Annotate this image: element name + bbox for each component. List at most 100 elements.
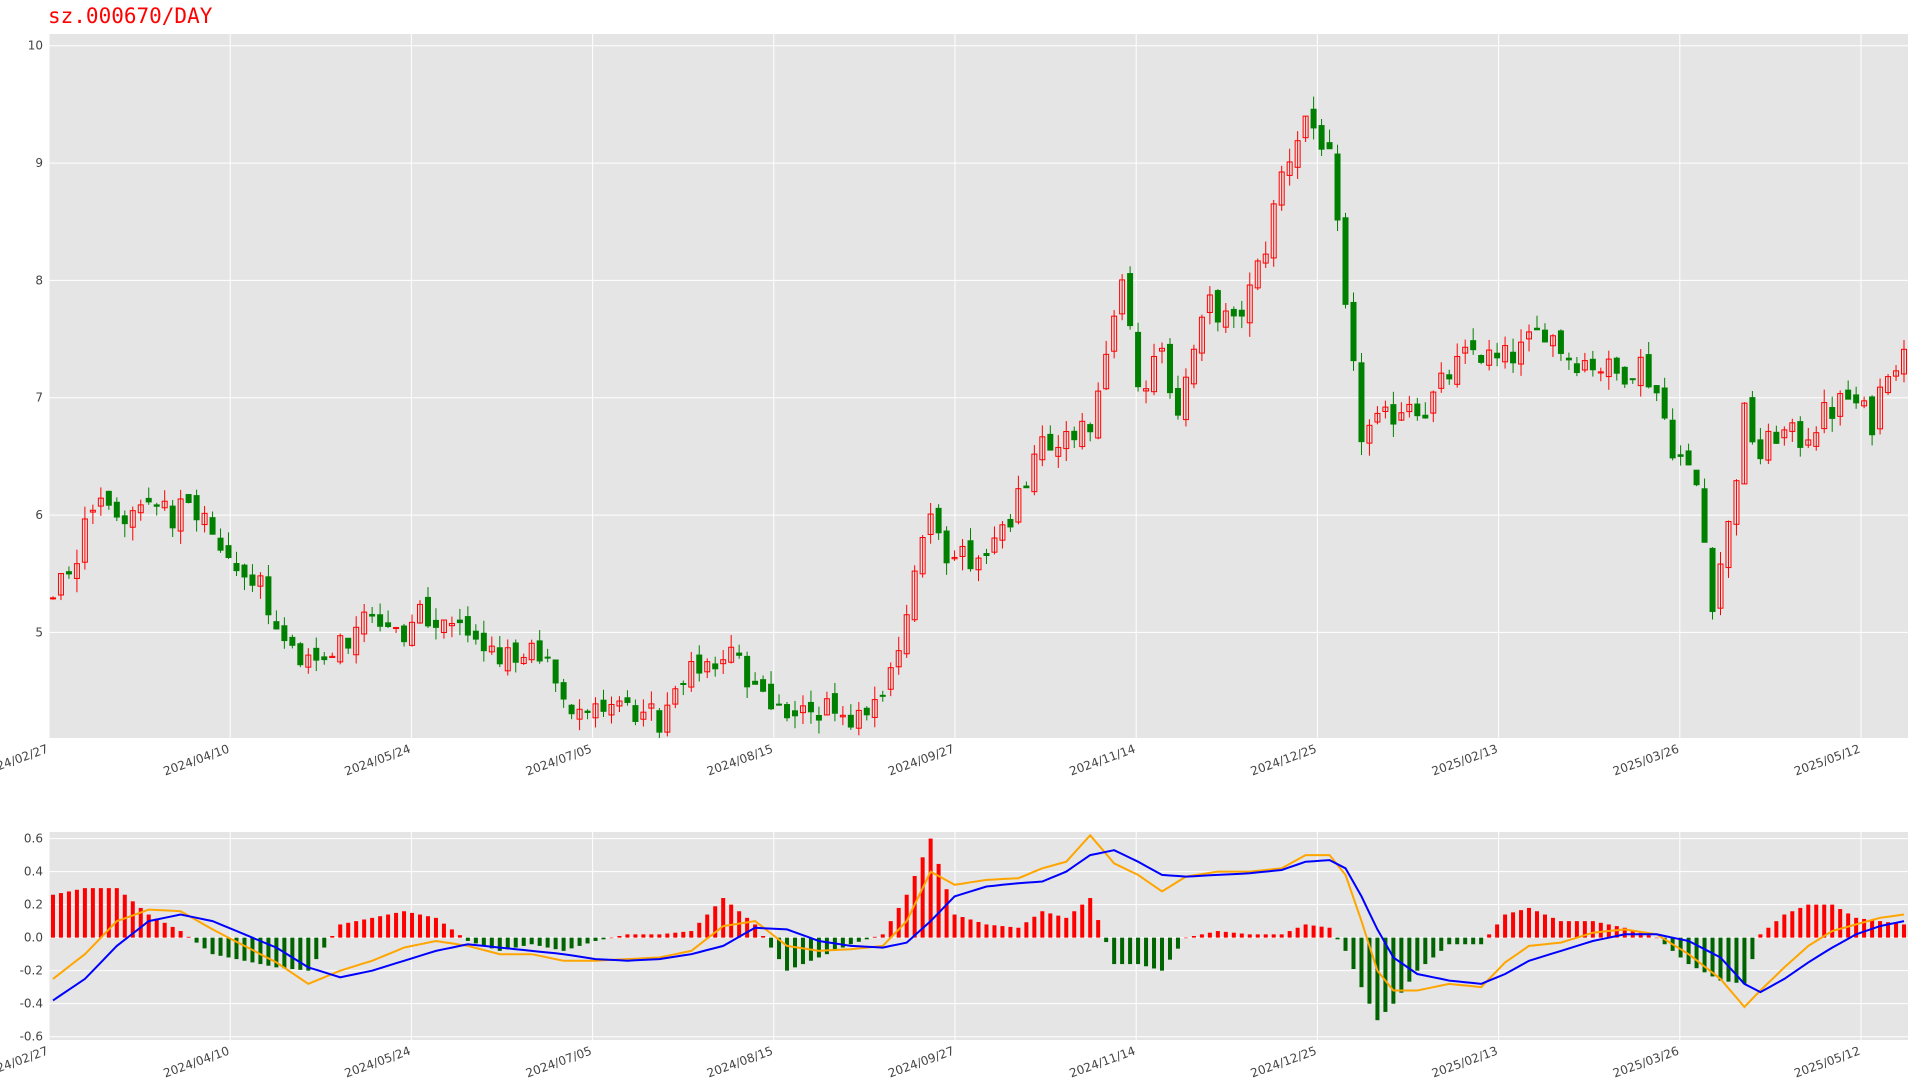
candle-body — [49, 597, 56, 600]
candle-body — [472, 630, 479, 640]
macd-histogram-bar — [402, 911, 407, 938]
candle-body — [528, 642, 535, 661]
candle-body — [799, 705, 806, 714]
candle-body — [1326, 142, 1333, 150]
candle-body — [720, 659, 727, 665]
macd-x-tick-label: 2024/08/15 — [705, 1044, 775, 1081]
macd-histogram-bar — [1351, 937, 1356, 970]
candle-body — [871, 699, 878, 718]
macd-histogram-bar — [489, 937, 494, 949]
macd-histogram-bar — [1662, 937, 1667, 945]
price-y-tick-label: 6 — [35, 508, 43, 522]
candle-body — [1709, 547, 1716, 613]
macd-histogram-bar — [1598, 922, 1603, 938]
price-plot-background — [49, 34, 1908, 738]
macd-histogram-bar — [106, 888, 111, 938]
candle-body — [1533, 327, 1540, 331]
macd-histogram-bar — [194, 937, 199, 943]
macd-y-tick-label: 0.6 — [24, 832, 43, 846]
macd-histogram-bar — [1439, 937, 1444, 951]
macd-histogram-bar — [1782, 914, 1787, 938]
macd-histogram-bar — [1471, 937, 1476, 945]
candle-body — [1406, 403, 1413, 413]
macd-histogram-bar — [146, 914, 151, 938]
macd-histogram-bar — [1511, 912, 1516, 938]
candle-body — [1159, 347, 1166, 352]
candle-body — [1374, 412, 1381, 423]
candle-body — [193, 495, 200, 521]
candle-body — [1087, 424, 1094, 433]
candle-body — [1438, 372, 1445, 389]
macd-histogram-bar — [1391, 937, 1396, 1004]
macd-histogram-bar — [178, 931, 183, 938]
macd-y-tick-label: 0.0 — [24, 931, 43, 945]
macd-x-tick-label: 2024/02/27 — [0, 1044, 50, 1081]
candle-body — [177, 498, 184, 532]
macd-histogram-bar — [394, 912, 399, 938]
candle-body — [81, 518, 88, 563]
candle-body — [704, 661, 711, 673]
candle-body — [560, 682, 567, 700]
candle-body — [1813, 432, 1820, 447]
macd-histogram-bar — [274, 937, 279, 968]
macd-histogram-bar — [513, 937, 518, 948]
macd-histogram-bar — [66, 891, 71, 938]
candle-body — [273, 621, 280, 630]
macd-histogram-bar — [856, 937, 861, 942]
macd-histogram-bar — [785, 937, 790, 971]
candle-body — [424, 596, 431, 627]
candle-body — [153, 504, 160, 507]
macd-histogram-bar — [1814, 904, 1819, 938]
macd-histogram-bar — [521, 937, 526, 946]
macd-histogram-bar — [1878, 921, 1883, 938]
candle-body — [145, 497, 152, 503]
macd-histogram-bar — [1798, 907, 1803, 938]
candle-body — [895, 650, 902, 668]
candle-body — [839, 714, 846, 718]
candle-body — [616, 700, 623, 707]
candle-body — [1214, 290, 1221, 323]
macd-histogram-bar — [840, 937, 845, 948]
candle-body — [361, 611, 368, 635]
macd-histogram-bar — [210, 937, 215, 955]
candle-body — [1725, 520, 1732, 569]
candle-body — [1254, 260, 1261, 289]
candle-body — [393, 627, 400, 630]
candle-body — [536, 640, 543, 662]
candle-body — [161, 500, 168, 509]
candle-body — [959, 545, 966, 557]
macd-histogram-bar — [1263, 934, 1268, 938]
candle-body — [129, 510, 136, 528]
macd-histogram-bar — [202, 937, 207, 949]
candle-body — [744, 655, 751, 688]
macd-histogram-bar — [298, 937, 303, 970]
candle-body — [401, 625, 408, 643]
candle-body — [1773, 431, 1780, 444]
macd-histogram-bar — [1271, 934, 1276, 938]
macd-histogram-bar — [992, 925, 997, 938]
candle-body — [1238, 309, 1245, 317]
candle-body — [1821, 402, 1828, 430]
macd-histogram-bar — [441, 923, 446, 938]
macd-x-tick-label: 2025/03/26 — [1611, 1044, 1681, 1081]
macd-histogram-bar — [1096, 920, 1101, 938]
macd-histogram-bar — [936, 863, 941, 938]
candle-body — [1701, 488, 1708, 543]
macd-histogram-bar — [1183, 937, 1188, 939]
macd-histogram-bar — [481, 937, 486, 946]
macd-histogram-bar — [386, 914, 391, 938]
candle-body — [385, 622, 392, 628]
macd-histogram-bar — [1862, 918, 1867, 938]
macd-histogram-bar — [330, 936, 335, 938]
macd-histogram-bar — [1104, 937, 1109, 943]
candle-body — [1565, 357, 1572, 361]
candle-body — [265, 576, 272, 616]
candle-body — [1885, 376, 1892, 394]
candle-body — [1342, 217, 1349, 305]
macd-histogram-bar — [1550, 917, 1555, 938]
candle-body — [1661, 387, 1668, 419]
macd-histogram-bar — [242, 937, 247, 961]
candle-body — [760, 679, 767, 692]
price-y-tick-label: 8 — [35, 273, 43, 287]
